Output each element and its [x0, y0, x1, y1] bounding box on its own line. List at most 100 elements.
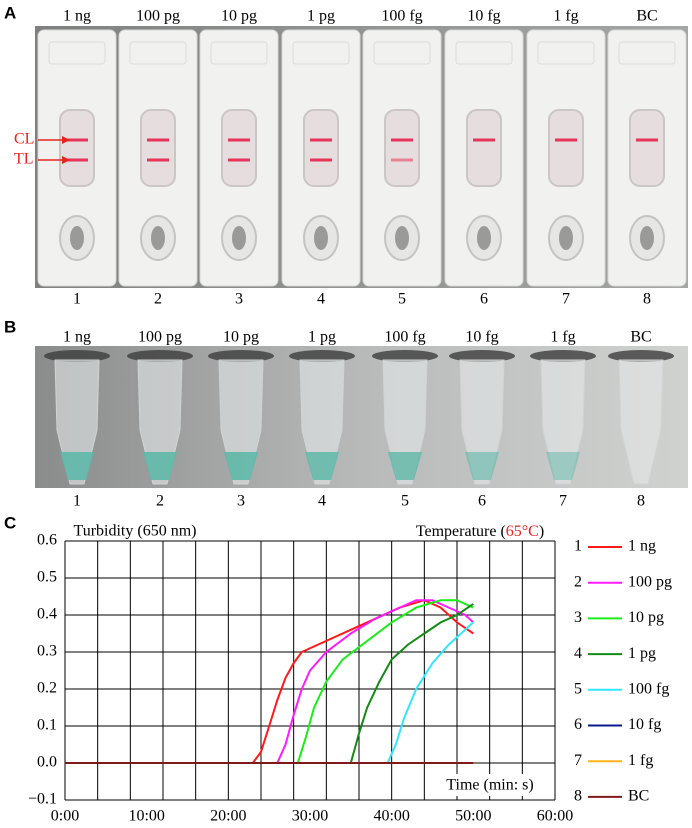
sample-label: 1 pg [307, 8, 335, 25]
x-tick-label: 30:00 [292, 808, 328, 825]
tube-cap [127, 350, 193, 362]
strip-window [466, 109, 502, 187]
strip-window [303, 109, 339, 187]
tube-cap [289, 350, 355, 362]
series-line [65, 621, 474, 764]
legend-label: 1 pg [628, 645, 656, 662]
strip-tab [618, 41, 676, 65]
tube-number: 6 [478, 493, 486, 510]
sample-hole [640, 226, 654, 250]
strip-window [629, 109, 665, 187]
x-tick-label: 0:00 [51, 808, 79, 825]
strip-number: 8 [643, 291, 651, 308]
legend-number: 1 [574, 538, 582, 555]
tube-liquid [224, 452, 258, 480]
tube-liquid [143, 452, 177, 480]
y-tick-label: 0.2 [37, 680, 57, 697]
y-tick-label: 0.5 [37, 569, 57, 586]
y-tick-label: 0.4 [37, 606, 57, 623]
sample-hole [232, 226, 246, 250]
sample-label: 100 pg [136, 8, 180, 25]
strip-number: 5 [398, 291, 406, 308]
sample-label: 1 fg [550, 329, 575, 346]
sample-label: 10 fg [465, 329, 498, 346]
strip-tab [210, 41, 268, 65]
tube-number: 8 [637, 493, 645, 510]
strip-tab [373, 41, 431, 65]
legend-number: 8 [574, 788, 582, 805]
tube-cap [530, 350, 596, 362]
strip-tab [537, 41, 595, 65]
sample-hole [559, 226, 573, 250]
legend-number: 4 [574, 645, 582, 662]
tube-number: 4 [318, 493, 326, 510]
strip-number: 4 [317, 291, 325, 308]
tube-number: 5 [401, 493, 409, 510]
tube-number: 3 [237, 493, 245, 510]
tube-cap [608, 350, 674, 362]
x-tick-label: 40:00 [373, 808, 409, 825]
tube-liquid [388, 452, 422, 480]
strip-window [548, 109, 584, 187]
tube-liquid [546, 452, 580, 480]
sample-label: 100 fg [384, 329, 425, 346]
x-tick-label: 20:00 [210, 808, 246, 825]
tube-number: 2 [156, 493, 164, 510]
sample-label: 1 pg [308, 329, 336, 346]
sample-label: 1 fg [553, 8, 578, 25]
sample-label: 1 ng [63, 8, 91, 25]
line-label: CL [14, 131, 34, 148]
series-line [65, 603, 474, 764]
legend-number: 7 [574, 752, 582, 769]
annotation: Temperature ( [416, 523, 506, 540]
sample-label: 100 pg [138, 329, 182, 346]
strip-number: 6 [480, 291, 488, 308]
legend-label: 10 fg [628, 716, 661, 733]
strip-tab [292, 41, 350, 65]
time-label-bg [428, 774, 552, 796]
series-line [65, 599, 474, 764]
strip-window [221, 109, 257, 187]
legend-number: 3 [574, 609, 582, 626]
tube-liquid [305, 452, 339, 480]
sample-label: 10 pg [221, 8, 257, 25]
sample-hole [70, 226, 84, 250]
x-tick-label: 60:00 [537, 808, 573, 825]
tube-liquid [60, 452, 94, 480]
legend-label: 1 fg [628, 752, 653, 769]
legend-number: 5 [574, 680, 582, 697]
line-label: TL [14, 151, 34, 168]
x-tick-label: 50:00 [455, 808, 491, 825]
panel-label: A [4, 3, 16, 22]
y-tick-label: −0.1 [28, 791, 57, 808]
y-tick-label: 0.6 [37, 532, 57, 549]
line-arrowhead [62, 156, 70, 164]
strip-number: 3 [235, 291, 243, 308]
panel-label: C [4, 513, 16, 532]
y-tick-label: 0.0 [37, 754, 57, 771]
tube-number: 1 [73, 493, 81, 510]
strip-tab [129, 41, 187, 65]
sample-hole [477, 226, 491, 250]
strip-window [59, 109, 95, 187]
tube-number: 7 [559, 493, 567, 510]
legend-label: BC [628, 788, 649, 805]
strip-number: 7 [562, 291, 570, 308]
strip-tab [455, 41, 513, 65]
tube-cap [449, 350, 515, 362]
strip-number: 2 [154, 291, 162, 308]
legend-label: 100 fg [628, 680, 669, 697]
panel-label: B [4, 317, 16, 336]
strip-window [384, 109, 420, 187]
legend-label: 1 ng [628, 538, 656, 555]
tube-cap [208, 350, 274, 362]
strip-tab [48, 41, 106, 65]
sample-label: 10 pg [223, 329, 259, 346]
tube-liquid [465, 452, 499, 480]
photo-tubes [35, 346, 688, 488]
legend-label: 100 pg [628, 573, 672, 590]
legend-label: 10 pg [628, 609, 664, 626]
tube [618, 359, 664, 485]
